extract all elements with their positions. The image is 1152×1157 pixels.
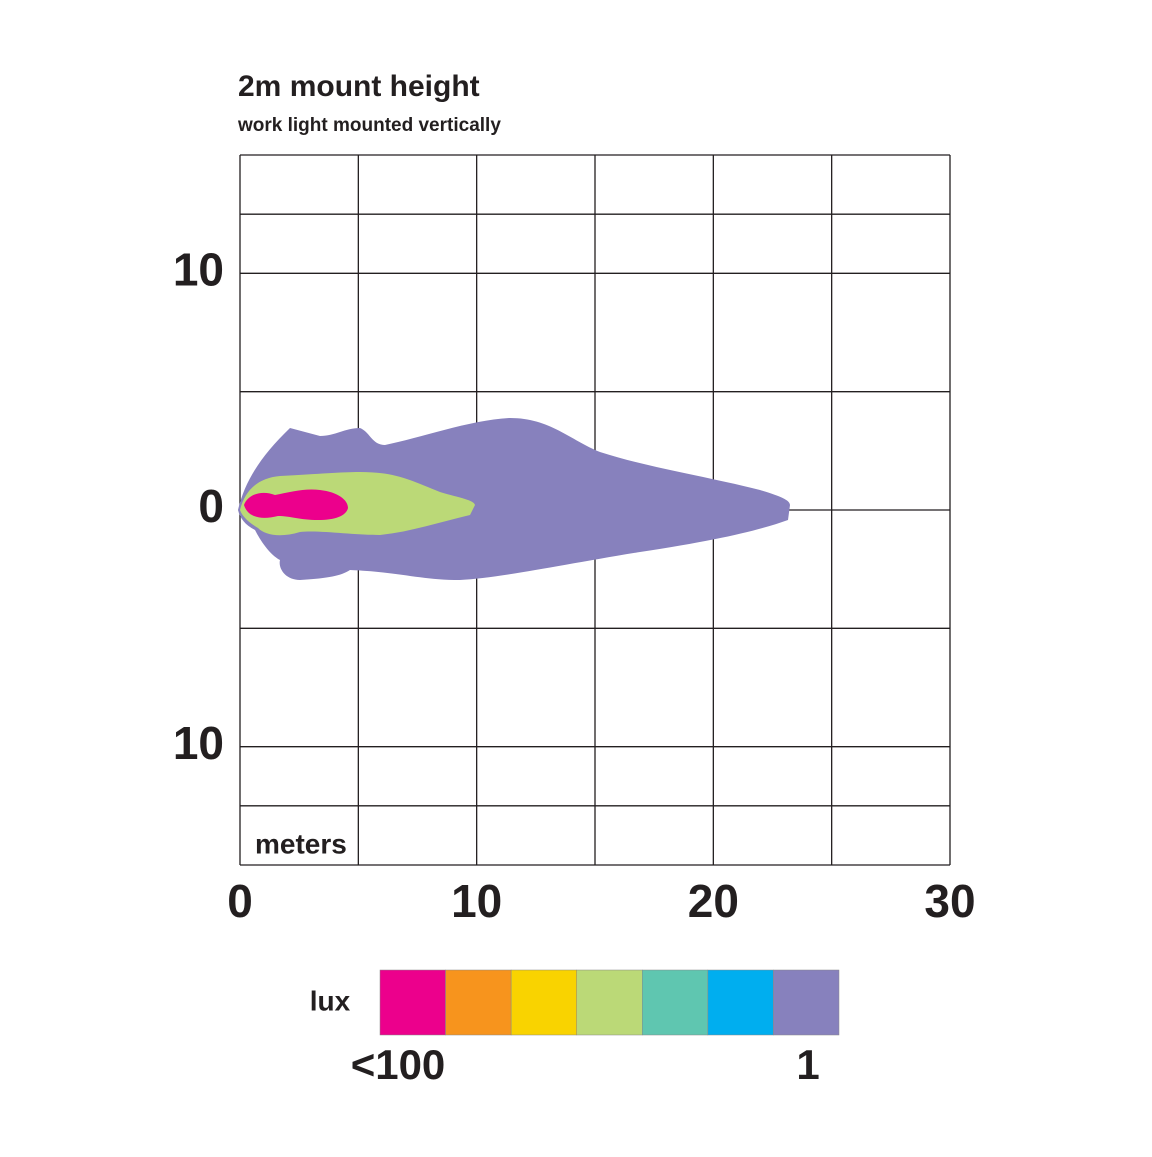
isolux-contours (238, 418, 790, 580)
legend-swatch (773, 969, 840, 1036)
legend-swatch (576, 969, 643, 1036)
x-tick-label: 0 (227, 875, 253, 927)
legend-low-label: 1 (796, 1041, 819, 1088)
y-tick-label: 10 (173, 243, 224, 295)
chart-title: 2m mount height (238, 70, 480, 103)
x-axis-label: meters (255, 828, 347, 859)
x-tick-label: 10 (451, 875, 502, 927)
legend-swatch (707, 969, 774, 1036)
legend-high-label: <100 (351, 1041, 446, 1088)
contour-100-lux (244, 489, 348, 520)
contour-1-lux (238, 418, 790, 580)
x-tick-label: 20 (688, 875, 739, 927)
legend-swatch (642, 969, 709, 1036)
y-tick-label: 0 (198, 480, 224, 532)
contour-mid-lux (240, 472, 475, 536)
chart-subtitle: work light mounted vertically (237, 115, 501, 136)
legend-swatch (379, 969, 446, 1036)
legend-title: lux (310, 985, 351, 1016)
legend-swatch (510, 969, 577, 1036)
y-tick-label: 10 (173, 717, 224, 769)
legend-swatch (445, 969, 512, 1036)
x-tick-label: 30 (924, 875, 975, 927)
